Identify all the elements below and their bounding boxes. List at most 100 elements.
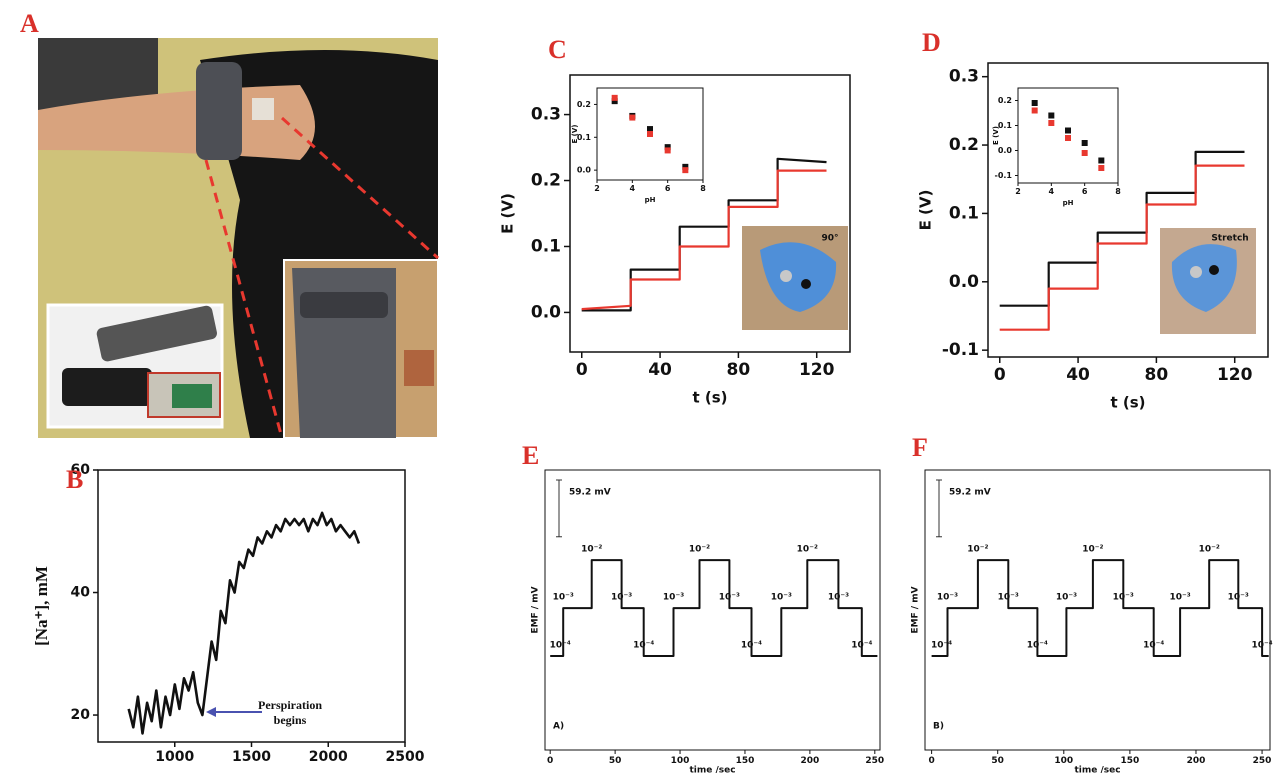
x-tick-label: 2000 — [309, 749, 348, 765]
y-tick-label: -0.1 — [942, 340, 979, 360]
level-label: 10⁻³ — [1170, 593, 1191, 603]
level-label: 10⁻⁴ — [550, 641, 571, 651]
series-line — [550, 560, 877, 656]
x-tick-label: 200 — [1187, 756, 1206, 766]
y-tick-label: 0.3 — [531, 105, 561, 125]
x-tick-label: 6 — [665, 184, 671, 193]
level-label: 10⁻⁴ — [1143, 641, 1164, 651]
point — [1098, 158, 1104, 164]
point — [629, 115, 635, 121]
photo-electrode — [801, 279, 811, 289]
point — [1065, 128, 1071, 134]
x-tick-label: 80 — [1145, 365, 1169, 385]
x-tick-label: 1000 — [155, 749, 194, 765]
point — [1082, 150, 1088, 156]
level-label: 10⁻³ — [553, 593, 574, 603]
x-tick-label: 100 — [1054, 756, 1073, 766]
y-axis-label: [Na⁺], mM — [32, 566, 51, 646]
y-tick-label: 0.0 — [531, 302, 561, 322]
photo-inset-c: 90° — [742, 226, 848, 330]
y-axis-label: EMF / mV — [531, 586, 541, 633]
point — [1032, 108, 1038, 114]
x-axis-label: pH — [645, 196, 656, 204]
y-tick-label: 0.0 — [577, 166, 592, 175]
photo-device — [62, 368, 152, 406]
point — [1065, 135, 1071, 141]
corner-label: B) — [933, 722, 944, 732]
panel-letter: E — [522, 441, 539, 470]
y-tick-label: 0.1 — [577, 133, 592, 142]
level-label: 10⁻² — [1082, 545, 1103, 555]
level-label: 10⁻⁴ — [1251, 641, 1272, 651]
y-tick-label: 0.2 — [577, 100, 591, 109]
level-label: 10⁻³ — [771, 593, 792, 603]
y-tick-label: 0.1 — [531, 236, 561, 256]
point — [1082, 140, 1088, 146]
level-label: 10⁻⁴ — [741, 641, 762, 651]
series-line — [129, 513, 359, 734]
scale-bar-label: 59.2 mV — [949, 488, 991, 498]
level-label: 10⁻⁴ — [851, 641, 872, 651]
level-label: 10⁻² — [797, 545, 818, 555]
level-label: 10⁻⁴ — [931, 641, 952, 651]
x-tick-label: 6 — [1082, 187, 1088, 196]
plot-frame — [98, 470, 405, 742]
point — [1048, 120, 1054, 126]
photo-caption: 90° — [821, 234, 838, 244]
x-axis-label: time /sec — [1074, 766, 1120, 773]
y-tick-label: 20 — [71, 707, 91, 723]
y-tick-label: 0.0 — [998, 146, 1013, 155]
panel-letter: B — [66, 465, 83, 494]
x-axis-label: t (s) — [692, 389, 727, 407]
scale-bar-label: 59.2 mV — [569, 488, 611, 498]
level-label: 10⁻² — [967, 545, 988, 555]
annotation: begins — [274, 713, 307, 727]
photo-electrode — [780, 270, 792, 282]
y-axis-label: E (V) — [992, 126, 1000, 145]
x-tick-label: 40 — [1066, 365, 1090, 385]
y-tick-label: 0.2 — [949, 135, 979, 155]
y-tick-label: 0.2 — [531, 171, 561, 191]
annotation-arrowhead — [206, 707, 216, 717]
point — [612, 95, 618, 101]
level-label: 10⁻³ — [663, 593, 684, 603]
y-tick-label: -0.1 — [995, 171, 1013, 180]
y-tick-label: 0.0 — [949, 272, 979, 292]
y-axis-label: EMF / mV — [911, 586, 921, 633]
plot-frame — [545, 470, 880, 750]
x-tick-label: 200 — [800, 756, 819, 766]
annotation: Perspiration — [258, 698, 322, 712]
x-tick-label: 0 — [547, 756, 553, 766]
photo-sensor — [252, 98, 274, 120]
figure: A 1000150020002500204060[Na⁺], mMBPerspi… — [0, 0, 1279, 773]
x-tick-label: 2500 — [386, 749, 425, 765]
x-tick-label: 8 — [1115, 187, 1121, 196]
x-tick-label: 4 — [1049, 187, 1055, 196]
point — [1098, 165, 1104, 171]
x-tick-label: 0 — [994, 365, 1006, 385]
level-label: 10⁻³ — [611, 593, 632, 603]
x-tick-label: 50 — [991, 756, 1004, 766]
photo-a — [38, 38, 438, 438]
level-label: 10⁻⁴ — [1027, 641, 1048, 651]
level-label: 10⁻³ — [1113, 593, 1134, 603]
y-axis-label: E (V) — [571, 124, 579, 143]
x-tick-label: 4 — [630, 184, 636, 193]
series-line — [932, 560, 1269, 656]
photo-electrode — [1209, 265, 1219, 275]
x-tick-label: 50 — [609, 756, 622, 766]
level-label: 10⁻³ — [998, 593, 1019, 603]
level-label: 10⁻³ — [828, 593, 849, 603]
x-tick-label: 120 — [799, 360, 835, 380]
x-tick-label: 120 — [1217, 365, 1253, 385]
photo-band — [196, 62, 242, 160]
photo-caption: Stretch — [1211, 234, 1248, 244]
x-axis-label: time /sec — [689, 766, 735, 773]
point — [1048, 113, 1054, 119]
level-label: 10⁻² — [1199, 545, 1220, 555]
photo-inset-d: Stretch — [1160, 228, 1256, 334]
point — [665, 147, 671, 153]
y-tick-label: 40 — [71, 585, 91, 601]
level-label: 10⁻² — [689, 545, 710, 555]
point — [682, 167, 688, 173]
